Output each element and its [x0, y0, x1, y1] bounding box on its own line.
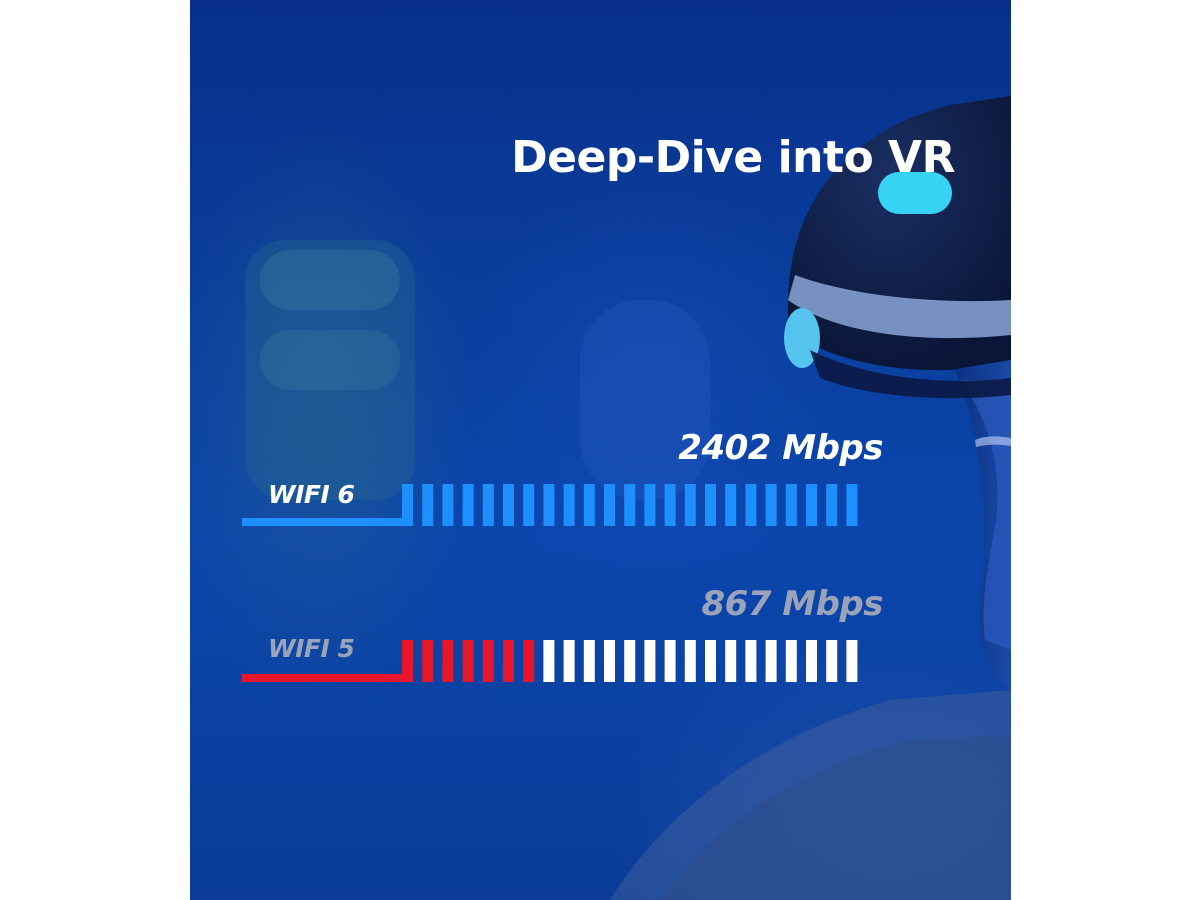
wifi5-bar-segment: [725, 640, 737, 682]
wifi5-bar-segment: [826, 640, 838, 682]
wifi6-bar-segment: [604, 484, 615, 526]
wifi5-bar-segment: [624, 640, 636, 682]
wifi5-bar-segment: [422, 640, 434, 682]
vr-promo-graphic: Deep-Dive into VR 2402 Mbps WIFI 6 867 M…: [190, 0, 1011, 900]
wifi5-bar-segment: [765, 640, 777, 682]
wifi6-bar-segment: [523, 484, 535, 526]
wifi5-bar-segment: [543, 640, 555, 682]
wifi6-bar-segment: [826, 484, 838, 526]
wifi5-bar-segment: [785, 640, 797, 682]
wifi6-series-label: WIFI 6: [268, 480, 355, 509]
wifi6-bar-segment: [624, 484, 636, 526]
wifi6-bar-segment: [543, 484, 555, 526]
wifi6-bar-segment: [482, 484, 494, 526]
wifi5-bar-segment: [745, 640, 757, 682]
wifi5-bar-segment: [846, 640, 858, 682]
wifi6-bar-segment: [846, 484, 858, 526]
wifi5-bar-segment: [705, 640, 716, 682]
wifi6-bar-segment: [745, 484, 757, 526]
wifi5-series-label: WIFI 5: [268, 634, 355, 663]
wifi5-bar-segment: [644, 640, 656, 682]
wifi6-bar-segment: [503, 484, 514, 526]
wifi6-bar-segment: [644, 484, 656, 526]
wifi6-bar-baseline: [242, 484, 413, 526]
wifi5-bar-segment: [664, 640, 676, 682]
wifi6-bar-segment: [563, 484, 575, 526]
wifi6-bar-segment: [422, 484, 434, 526]
wifi6-bar-segment: [725, 484, 737, 526]
wifi6-bar-segment: [462, 484, 474, 526]
vr-headset-photo: [245, 96, 1011, 900]
wifi5-bar-segment: [442, 640, 454, 682]
wifi6-bar-segment: [684, 484, 696, 526]
wifi5-bar-segment: [684, 640, 696, 682]
wifi5-bar-segment: [563, 640, 575, 682]
wifi5-bar-segment: [503, 640, 514, 682]
wifi5-bar-segment: [482, 640, 494, 682]
wifi6-bar-segment: [705, 484, 716, 526]
wifi5-bar-baseline: [242, 640, 413, 682]
wifi5-bar-segment: [523, 640, 535, 682]
page-title: Deep-Dive into VR: [511, 132, 955, 183]
wifi6-bar-segment: [664, 484, 676, 526]
speed-comparison-bars: [242, 484, 858, 682]
wifi6-bar-segment: [785, 484, 797, 526]
wifi6-bar-segment: [442, 484, 454, 526]
wifi5-speed-label: 867 Mbps: [701, 584, 883, 624]
wifi6-bar-segment: [806, 484, 817, 526]
wifi6-bar-segment: [765, 484, 777, 526]
wifi5-bar-segment: [462, 640, 474, 682]
wifi5-bar-segment: [604, 640, 615, 682]
wifi6-speed-label: 2402 Mbps: [678, 428, 883, 468]
wifi5-bar-segment: [583, 640, 595, 682]
wifi6-bar-segment: [583, 484, 595, 526]
wifi5-bar-segment: [806, 640, 817, 682]
